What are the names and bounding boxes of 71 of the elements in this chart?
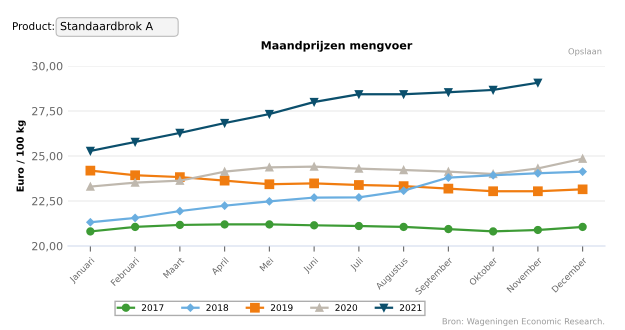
point xyxy=(265,197,274,206)
point xyxy=(534,78,542,87)
point xyxy=(176,176,184,185)
x-tick-label: Mei xyxy=(259,256,274,272)
point xyxy=(265,220,274,229)
point xyxy=(220,220,229,229)
point xyxy=(86,146,95,156)
point xyxy=(578,168,587,176)
point xyxy=(265,163,274,172)
point xyxy=(176,220,184,230)
chart-title: Maandprijzen mengvoer xyxy=(262,40,412,52)
point xyxy=(265,110,274,118)
point xyxy=(220,176,230,186)
y-axis-title: Euro / 100 kg xyxy=(16,120,26,192)
point xyxy=(86,166,96,176)
legend-label: 2018 xyxy=(206,304,228,312)
point xyxy=(176,128,184,138)
legend-label: 2021 xyxy=(400,304,422,312)
y-tick-label: 30,00 xyxy=(32,62,62,72)
point xyxy=(354,164,364,173)
point xyxy=(220,167,229,176)
text: Bron: Wageningen Economic Research. xyxy=(442,318,604,326)
y-tick-label: 20,00 xyxy=(32,242,62,252)
point xyxy=(578,184,588,194)
point xyxy=(130,214,140,222)
point xyxy=(488,171,498,180)
point xyxy=(220,118,229,128)
point xyxy=(130,170,140,180)
point xyxy=(86,182,95,191)
point xyxy=(86,227,95,236)
point xyxy=(399,90,408,98)
point xyxy=(578,154,587,163)
y-tick-label: 22,50 xyxy=(32,196,62,207)
point xyxy=(578,222,587,232)
point xyxy=(354,222,364,230)
point xyxy=(310,98,318,106)
point xyxy=(176,206,184,216)
point xyxy=(534,169,542,178)
point xyxy=(220,202,229,210)
text: Product: xyxy=(13,22,54,30)
point xyxy=(399,166,408,174)
point xyxy=(444,224,453,234)
point xyxy=(310,162,318,171)
legend-label: 2019 xyxy=(270,304,293,312)
point xyxy=(354,193,364,202)
y-tick-label: 25,00 xyxy=(32,152,62,162)
point xyxy=(86,218,95,226)
point xyxy=(488,86,498,94)
point xyxy=(354,90,364,98)
point xyxy=(399,222,408,232)
point xyxy=(310,221,318,230)
point xyxy=(354,180,364,190)
y-tick-label: 27,50 xyxy=(32,106,62,117)
legend-label: 2017 xyxy=(142,304,164,312)
point xyxy=(444,184,454,194)
legend-label: 2020 xyxy=(335,304,358,312)
text: Standaardbrok A xyxy=(60,22,153,30)
point xyxy=(533,186,543,196)
point xyxy=(310,193,318,202)
point xyxy=(130,222,140,232)
text: Opslaan xyxy=(568,48,602,56)
point xyxy=(309,178,319,188)
point xyxy=(488,186,498,196)
point xyxy=(130,178,140,187)
point xyxy=(488,227,498,236)
point xyxy=(444,88,453,96)
point xyxy=(264,179,274,190)
point xyxy=(534,226,542,234)
point xyxy=(444,173,453,182)
point xyxy=(130,138,140,146)
point xyxy=(399,186,408,195)
